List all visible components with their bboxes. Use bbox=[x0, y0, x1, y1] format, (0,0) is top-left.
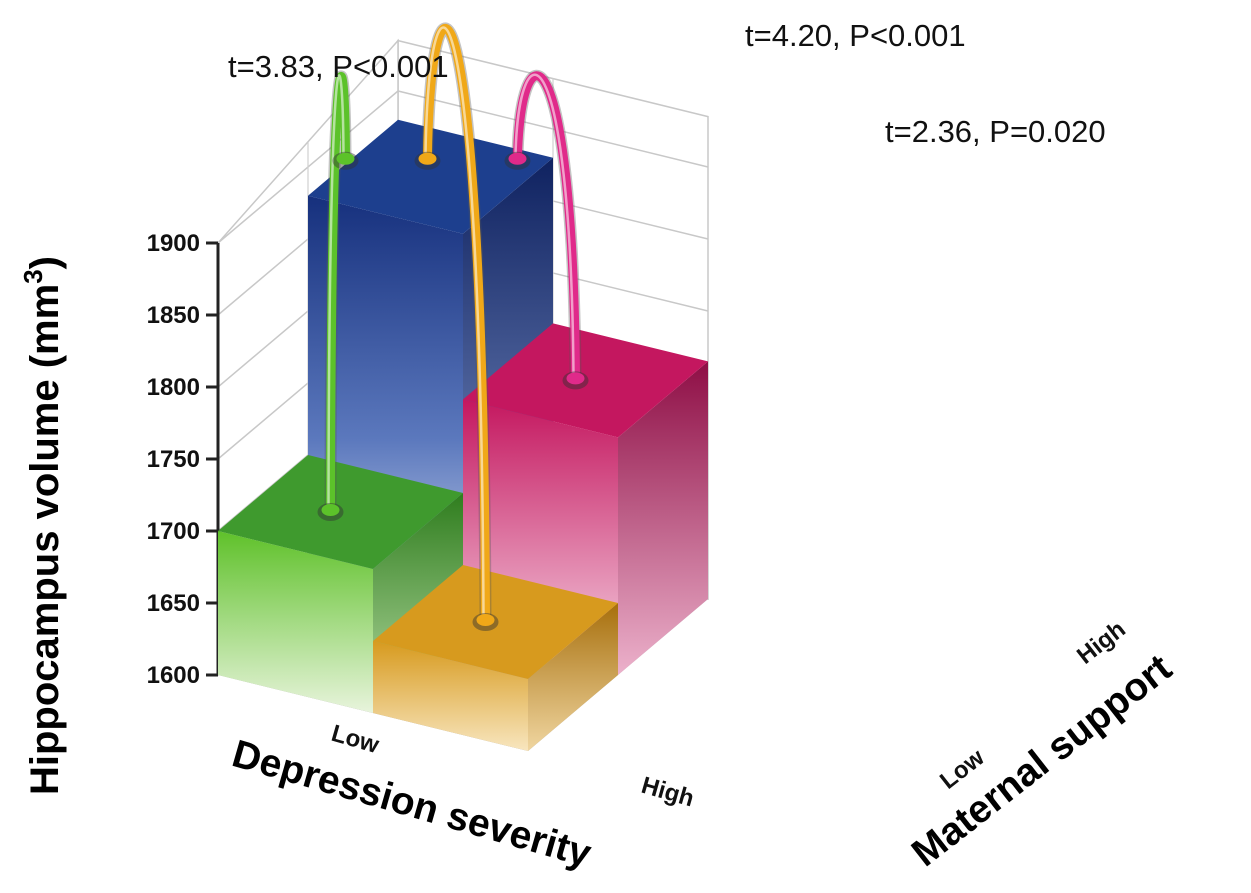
arc-highlight bbox=[424, 26, 485, 618]
x-axis-label: Depression severity bbox=[228, 732, 596, 876]
z-category-high: High bbox=[1072, 616, 1131, 670]
arc-end-knob bbox=[336, 152, 355, 165]
annotation-orange: t=4.20, P<0.001 bbox=[745, 18, 966, 53]
annotation-green: t=3.83, P<0.001 bbox=[228, 49, 449, 84]
arc-line bbox=[326, 71, 350, 513]
comparison-arc-1 bbox=[317, 70, 359, 521]
y-tick-label: 1600 bbox=[147, 662, 200, 689]
arc-end-knob bbox=[321, 504, 340, 516]
gridline bbox=[217, 90, 709, 244]
y-axis: 1900 1850 1800 1750 1700 1650 1600 bbox=[147, 230, 220, 689]
y-tick-label: 1650 bbox=[147, 590, 200, 617]
y-axis-label: Hippocampus volume (mm3) bbox=[18, 256, 67, 795]
bar-side-face bbox=[618, 361, 708, 675]
arc-highlight bbox=[327, 74, 345, 508]
comparison-arc-2 bbox=[414, 22, 499, 631]
y-tick-label: 1850 bbox=[147, 302, 200, 329]
z-axis-label: Maternal support bbox=[904, 646, 1180, 875]
arc-end-knob bbox=[566, 372, 585, 385]
arc-line bbox=[423, 24, 490, 623]
bar-front-face bbox=[373, 641, 528, 751]
bar-top-face bbox=[308, 119, 553, 234]
x-category-high: High bbox=[638, 772, 697, 813]
bar-high-depression-low-support bbox=[373, 565, 618, 751]
bar-top-face bbox=[218, 455, 463, 569]
y-axis-label-end: ) bbox=[23, 256, 67, 269]
comparison-arcs bbox=[317, 22, 589, 631]
arc-end-knob bbox=[418, 152, 437, 165]
arc-end-knob bbox=[508, 152, 527, 165]
comparison-arc-3 bbox=[504, 69, 589, 390]
bars bbox=[218, 119, 708, 751]
y-tick-label: 1750 bbox=[147, 446, 200, 473]
x-category-low: Low bbox=[328, 720, 382, 759]
y-axis-label-superscript: 3 bbox=[18, 269, 48, 283]
bar-top-face bbox=[373, 565, 618, 679]
y-tick-label: 1900 bbox=[147, 230, 200, 257]
y-tick-label: 1800 bbox=[147, 374, 200, 401]
arc-end-knob bbox=[476, 614, 495, 626]
y-tick-label: 1700 bbox=[147, 518, 200, 545]
annotation-pink: t=2.36, P=0.020 bbox=[885, 114, 1106, 149]
arc-line bbox=[513, 71, 580, 381]
arc-highlight bbox=[514, 73, 575, 376]
bar-side-face bbox=[528, 603, 618, 751]
y-axis-label-main: Hippocampus volume (mm bbox=[23, 284, 67, 795]
bar-front-face bbox=[218, 531, 373, 713]
bar-top-face bbox=[463, 323, 708, 438]
